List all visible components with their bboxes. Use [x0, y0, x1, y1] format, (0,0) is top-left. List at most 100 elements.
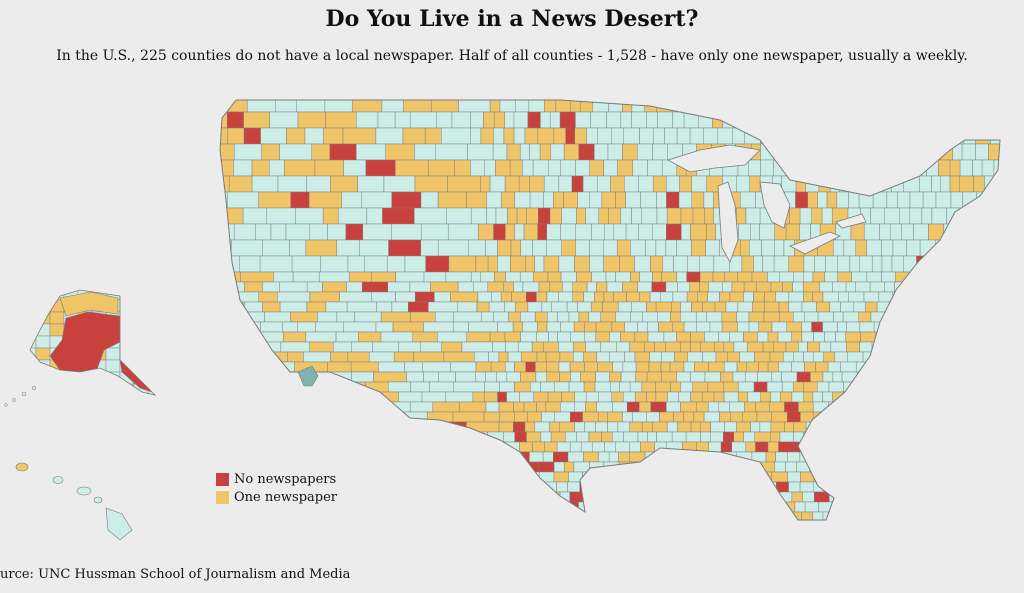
county-cell [652, 272, 661, 282]
county-cell [444, 352, 474, 362]
county-cell [241, 382, 267, 392]
county-cell [526, 362, 536, 372]
county-grid [212, 96, 1021, 532]
county-cell [505, 362, 514, 372]
county-cell [673, 292, 687, 302]
county-cell [847, 522, 863, 532]
county-cell [850, 442, 860, 452]
county-cell [899, 112, 909, 128]
county-cell [740, 352, 755, 362]
county-cell [460, 402, 486, 412]
county-cell [861, 452, 870, 462]
county-cell [893, 462, 906, 472]
county-cell [710, 322, 722, 332]
county-cell [865, 382, 881, 392]
county-cell [710, 96, 722, 112]
county-cell [844, 502, 857, 512]
county-cell [706, 224, 715, 240]
county-cell [922, 292, 933, 302]
county-cell [664, 332, 676, 342]
county-cell [338, 208, 367, 224]
county-cell [546, 240, 561, 256]
county-cell [759, 322, 772, 332]
county-cell [785, 422, 794, 432]
county-cell [394, 422, 425, 432]
county-cell [610, 492, 624, 502]
county-cell [680, 312, 696, 322]
county-cell [653, 422, 668, 432]
county-cell [212, 412, 235, 422]
county-cell [363, 224, 392, 240]
county-cell [714, 522, 727, 532]
county-cell [948, 362, 961, 372]
county-cell [542, 302, 551, 312]
county-cell [630, 272, 639, 282]
county-cell [438, 240, 468, 256]
county-cell [906, 462, 919, 472]
county-cell [481, 272, 495, 282]
county-cell [414, 208, 446, 224]
legend-swatch-one [216, 491, 229, 504]
county-cell [916, 362, 926, 372]
county-cell [788, 472, 801, 482]
county-cell [508, 208, 518, 224]
county-cell [817, 442, 828, 452]
county-cell [656, 452, 669, 462]
borough-cell [36, 384, 50, 396]
county-cell [310, 292, 340, 302]
county-cell [212, 452, 231, 462]
county-cell [264, 422, 292, 432]
county-cell [581, 442, 592, 452]
county-cell [846, 112, 859, 128]
county-cell [965, 442, 976, 452]
county-cell [924, 128, 936, 144]
county-cell [730, 402, 745, 412]
county-cell [348, 352, 370, 362]
county-cell [876, 512, 891, 522]
county-cell [901, 332, 914, 342]
county-cell [488, 256, 497, 272]
county-cell [687, 522, 703, 532]
county-cell [608, 422, 618, 432]
county-cell [973, 312, 989, 322]
county-cell [500, 412, 515, 422]
county-cell [527, 208, 539, 224]
county-cell [991, 452, 1004, 462]
county-cell [832, 112, 846, 128]
county-cell [848, 482, 861, 492]
county-cell [569, 382, 584, 392]
county-cell [596, 282, 607, 292]
borough-cell [92, 384, 106, 396]
county-cell [540, 144, 551, 160]
county-cell [601, 312, 616, 322]
county-cell [900, 472, 911, 482]
county-cell [271, 224, 286, 240]
county-cell [278, 442, 303, 452]
county-cell [938, 322, 950, 332]
county-cell [598, 412, 608, 422]
county-cell [740, 192, 755, 208]
county-cell [1006, 256, 1016, 272]
county-cell [858, 372, 873, 382]
county-cell [1008, 512, 1022, 522]
county-cell [600, 342, 616, 352]
county-cell [800, 482, 813, 492]
county-cell [782, 502, 795, 512]
county-cell [882, 452, 893, 462]
county-cell [592, 272, 606, 282]
county-cell [677, 492, 692, 502]
county-cell [656, 240, 666, 256]
county-cell [520, 272, 533, 282]
county-cell [247, 96, 275, 112]
county-cell [768, 332, 778, 342]
county-cell [624, 128, 640, 144]
county-cell [567, 482, 579, 492]
county-cell [797, 372, 810, 382]
county-cell [635, 392, 646, 402]
county-cell [703, 512, 716, 522]
county-cell [929, 512, 940, 522]
county-cell [1002, 322, 1013, 332]
county-cell [646, 512, 657, 522]
county-cell [342, 432, 371, 442]
county-cell [269, 160, 284, 176]
